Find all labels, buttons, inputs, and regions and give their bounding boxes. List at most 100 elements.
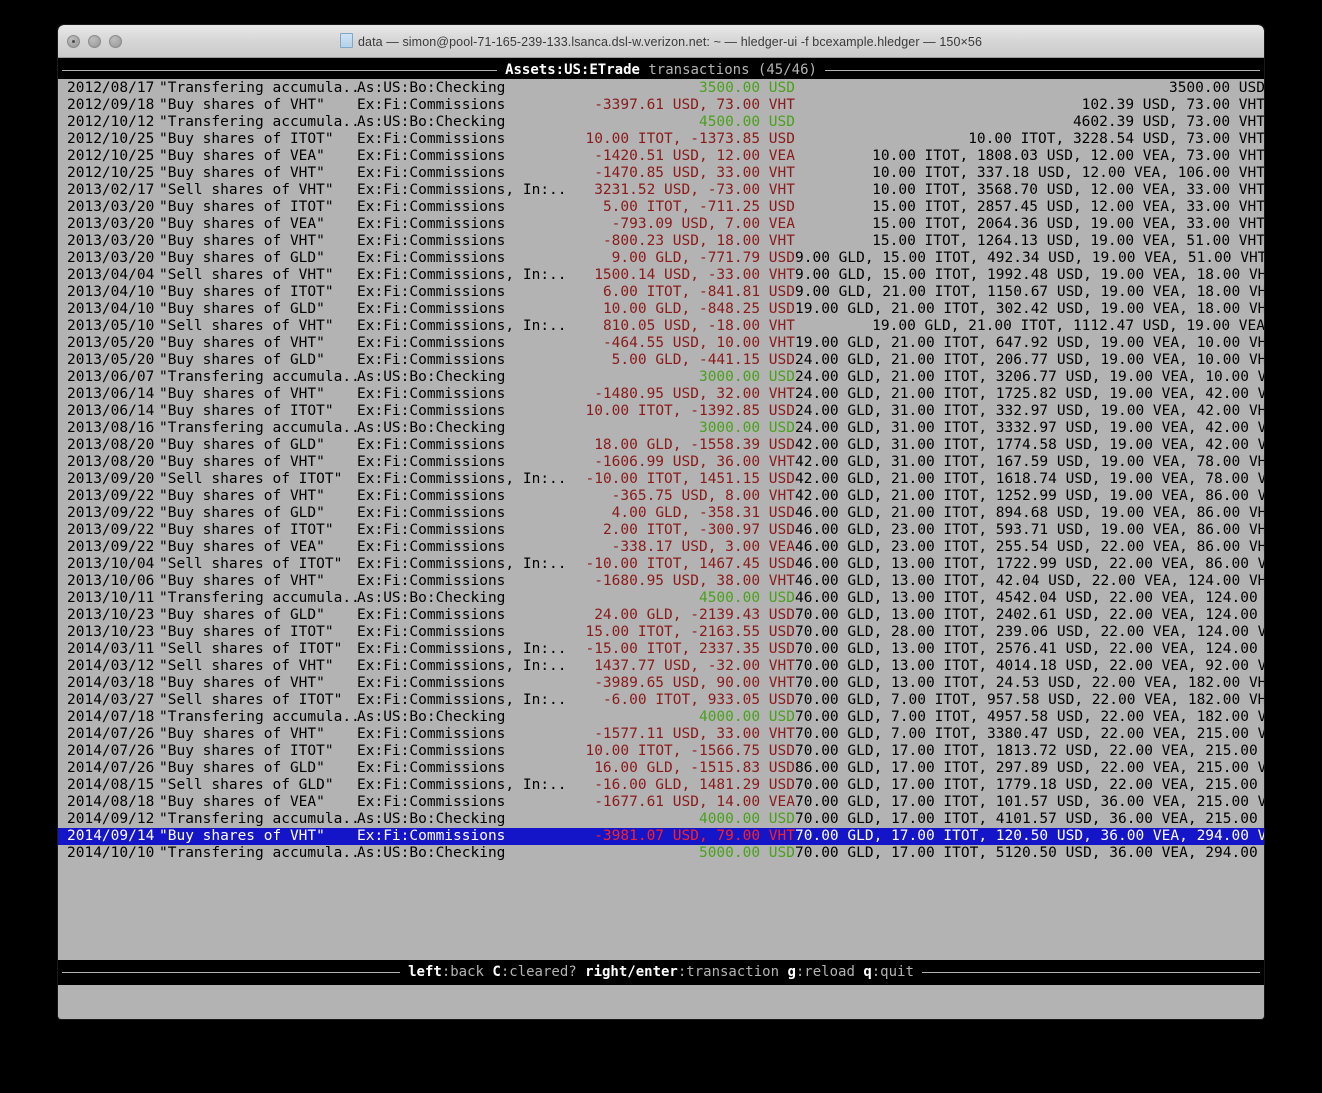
table-row[interactable]: 2014/07/26 "Buy shares of ITOT" Ex:Fi:Comm… (58, 743, 1264, 760)
row-account: As:US:Bo:Checking (357, 420, 506, 436)
table-row[interactable]: 2012/10/25 "Buy shares of VEA" Ex:Fi:Commi… (58, 148, 1264, 165)
footer-keybindings: left:back C:cleared? right/enter:transac… (400, 964, 922, 981)
table-row[interactable]: 2012/09/18 "Buy shares of VHT" Ex:Fi:Commi… (58, 97, 1264, 114)
row-amount: -1577.11 USD, 33.00 VHT (594, 726, 795, 742)
row-balance: 70.00 GLD, 7.00 ITOT, 957.58 USD, 22.00 … (795, 692, 1264, 708)
document-icon (339, 33, 353, 48)
table-row[interactable]: 2012/10/12 "Transfering accumula..As:US:B… (58, 114, 1264, 131)
table-row[interactable]: 2013/06/07 "Transfering accumula..As:US:B… (58, 369, 1264, 386)
row-description: "Buy shares of VHT" (159, 335, 325, 351)
row-description: "Buy shares of ITOT" (159, 522, 334, 538)
table-row[interactable]: 2013/03/20 "Buy shares of GLD" Ex:Fi:Commi… (58, 250, 1264, 267)
row-balance: 86.00 GLD, 17.00 ITOT, 297.89 USD, 22.00… (795, 760, 1264, 776)
row-balance: 9.00 GLD, 21.00 ITOT, 1150.67 USD, 19.00… (795, 284, 1264, 300)
table-row[interactable]: 2013/08/16 "Transfering accumula..As:US:B… (58, 420, 1264, 437)
table-row[interactable]: 2013/04/10 "Buy shares of GLD" Ex:Fi:Commi… (58, 301, 1264, 318)
row-balance: 70.00 GLD, 17.00 ITOT, 1813.72 USD, 22.0… (795, 743, 1264, 759)
row-description: "Buy shares of VHT" (159, 233, 325, 249)
table-row[interactable]: 2014/03/27 "Sell shares of ITOT" Ex:Fi:Com… (58, 692, 1264, 709)
row-account: Ex:Fi:Commissions (357, 301, 506, 317)
row-amount: -3981.07 USD, 79.00 VHT (594, 828, 795, 844)
row-account: As:US:Bo:Checking (357, 590, 506, 606)
row-amount: 10.00 GLD, -848.25 USD (602, 301, 795, 317)
table-row[interactable]: 2013/09/20 "Sell shares of ITOT" Ex:Fi:Com… (58, 471, 1264, 488)
table-row[interactable]: 2013/06/14 "Buy shares of ITOT" Ex:Fi:Comm… (58, 403, 1264, 420)
table-row[interactable]: 2013/06/14 "Buy shares of VHT" Ex:Fi:Commi… (58, 386, 1264, 403)
table-row[interactable]: 2014/08/18 "Buy shares of VEA" Ex:Fi:Commi… (58, 794, 1264, 811)
row-amount: -800.23 USD, 18.00 VHT (602, 233, 795, 249)
table-row[interactable]: 2012/10/25 "Buy shares of ITOT" Ex:Fi:Comm… (58, 131, 1264, 148)
table-row[interactable]: 2013/05/20 "Buy shares of VHT" Ex:Fi:Commi… (58, 335, 1264, 352)
row-date: 2013/10/23 (67, 624, 155, 640)
table-row[interactable]: 2013/09/22 "Buy shares of ITOT" Ex:Fi:Comm… (58, 522, 1264, 539)
table-row[interactable]: 2013/10/23 "Buy shares of GLD" Ex:Fi:Commi… (58, 607, 1264, 624)
table-row[interactable]: 2014/03/12 "Sell shares of VHT" Ex:Fi:Comm… (58, 658, 1264, 675)
footer-key: C (492, 964, 501, 980)
row-date: 2013/03/20 (67, 233, 155, 249)
row-balance: 70.00 GLD, 13.00 ITOT, 2402.61 USD, 22.0… (795, 607, 1264, 623)
table-row[interactable]: 2014/09/12 "Transfering accumula..As:US:B… (58, 811, 1264, 828)
table-row[interactable]: 2013/04/04 "Sell shares of VHT" Ex:Fi:Comm… (58, 267, 1264, 284)
row-amount: 10.00 ITOT, -1566.75 USD (585, 743, 795, 759)
table-row[interactable]: 2013/03/20 "Buy shares of VEA" Ex:Fi:Commi… (58, 216, 1264, 233)
table-row[interactable]: 2013/10/04 "Sell shares of ITOT" Ex:Fi:Com… (58, 556, 1264, 573)
table-row[interactable]: 2013/05/20 "Buy shares of GLD" Ex:Fi:Commi… (58, 352, 1264, 369)
row-date: 2012/10/25 (67, 148, 155, 164)
minimize-button[interactable] (88, 34, 101, 48)
row-date: 2013/03/20 (67, 199, 155, 215)
row-amount: 1437.77 USD, -32.00 VHT (594, 658, 795, 674)
table-row[interactable]: 2012/10/25 "Buy shares of VHT" Ex:Fi:Commi… (58, 165, 1264, 182)
table-row[interactable]: 2013/03/20 "Buy shares of ITOT" Ex:Fi:Comm… (58, 199, 1264, 216)
row-amount: 3000.00 USD (698, 420, 795, 436)
row-account: Ex:Fi:Commissions, In:.. (357, 471, 567, 487)
table-row[interactable]: 2013/08/20 "Buy shares of GLD" Ex:Fi:Commi… (58, 437, 1264, 454)
row-balance: 70.00 GLD, 7.00 ITOT, 4957.58 USD, 22.00… (795, 709, 1264, 725)
row-date: 2012/08/17 (67, 80, 155, 96)
close-button[interactable] (67, 34, 80, 48)
row-amount: 5.00 ITOT, -711.25 USD (602, 199, 795, 215)
table-row[interactable]: 2014/10/10 "Transfering accumula..As:US:B… (58, 845, 1264, 862)
header-account: Assets:US:ETrade (505, 62, 640, 78)
table-row[interactable]: 2013/10/23 "Buy shares of ITOT" Ex:Fi:Comm… (58, 624, 1264, 641)
table-row[interactable]: 2013/08/20 "Buy shares of VHT" Ex:Fi:Commi… (58, 454, 1264, 471)
row-description: "Transfering accumula.. (159, 369, 360, 385)
row-amount: -15.00 ITOT, 2337.35 USD (585, 641, 795, 657)
row-description: "Buy shares of ITOT" (159, 624, 334, 640)
table-row[interactable]: 2013/04/10 "Buy shares of ITOT" Ex:Fi:Comm… (58, 284, 1264, 301)
row-balance: 46.00 GLD, 13.00 ITOT, 1722.99 USD, 22.0… (795, 556, 1264, 572)
row-description: "Buy shares of ITOT" (159, 131, 334, 147)
row-description: "Buy shares of ITOT" (159, 743, 334, 759)
table-row[interactable]: 2013/09/22 "Buy shares of VHT" Ex:Fi:Commi… (58, 488, 1264, 505)
table-row[interactable]: 2014/03/18 "Buy shares of VHT" Ex:Fi:Commi… (58, 675, 1264, 692)
table-row[interactable]: 2014/07/18 "Transfering accumula..As:US:B… (58, 709, 1264, 726)
footer-rule-left (62, 972, 401, 973)
table-row[interactable]: 2012/08/17 "Transfering accumula..As:US:B… (58, 80, 1264, 97)
row-amount: 10.00 ITOT, -1392.85 USD (585, 403, 795, 419)
row-date: 2013/06/14 (67, 386, 155, 402)
row-date: 2014/03/27 (67, 692, 155, 708)
row-date: 2013/10/06 (67, 573, 155, 589)
row-description: "Buy shares of ITOT" (159, 284, 334, 300)
table-row[interactable]: 2014/08/15 "Sell shares of GLD" Ex:Fi:Comm… (58, 777, 1264, 794)
zoom-button[interactable] (109, 34, 122, 48)
ui-status-bar: left:back C:cleared? right/enter:transac… (58, 964, 1264, 981)
table-row[interactable]: 2013/02/17 "Sell shares of VHT" Ex:Fi:Comm… (58, 182, 1264, 199)
row-date: 2013/06/14 (67, 403, 155, 419)
row-balance: 4602.39 USD, 73.00 VHT (1072, 114, 1264, 130)
table-row[interactable]: 2014/07/26 "Buy shares of VHT" Ex:Fi:Commi… (58, 726, 1264, 743)
table-row[interactable]: 2013/09/22 "Buy shares of VEA" Ex:Fi:Commi… (58, 539, 1264, 556)
row-account: As:US:Bo:Checking (357, 811, 506, 827)
table-row[interactable]: 2013/09/22 "Buy shares of GLD" Ex:Fi:Commi… (58, 505, 1264, 522)
row-amount: -1606.99 USD, 36.00 VHT (594, 454, 795, 470)
transaction-list[interactable]: 2012/08/17 "Transfering accumula.. As:US:B… (58, 79, 1264, 960)
table-row[interactable]: 2014/03/11 "Sell shares of ITOT" Ex:Fi:Com… (58, 641, 1264, 658)
row-description: "Sell shares of ITOT" (159, 471, 343, 487)
table-row[interactable]: 2014/07/26 "Buy shares of GLD" Ex:Fi:Commi… (58, 760, 1264, 777)
table-row[interactable]: 2013/10/06 "Buy shares of VHT" Ex:Fi:Commi… (58, 573, 1264, 590)
row-description: "Buy shares of VHT" (159, 828, 325, 844)
table-row[interactable]: 2013/03/20 "Buy shares of VHT" Ex:Fi:Commi… (58, 233, 1264, 250)
table-row[interactable]: 2013/10/11 "Transfering accumula..As:US:B… (58, 590, 1264, 607)
table-row[interactable]: 2013/05/10 "Sell shares of VHT" Ex:Fi:Comm… (58, 318, 1264, 335)
table-row[interactable]: 2014/09/14 "Buy shares of VHT" Ex:Fi:Commi… (58, 828, 1264, 845)
